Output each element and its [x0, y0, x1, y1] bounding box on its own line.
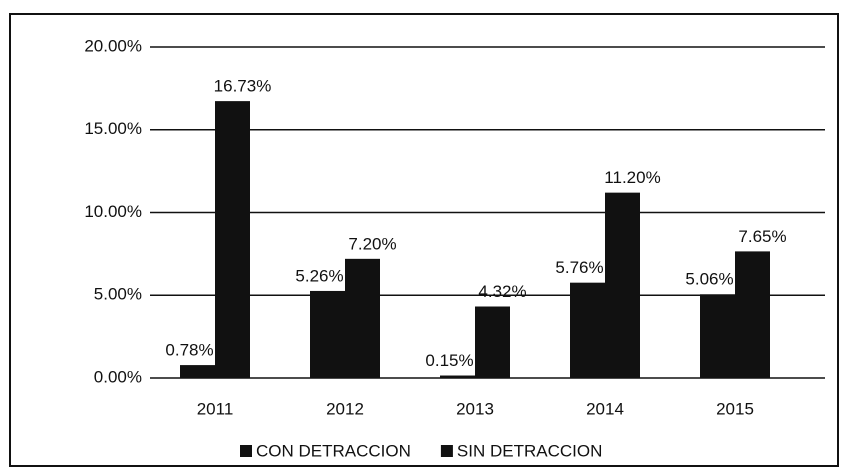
- legend-label: CON DETRACCION: [256, 441, 411, 460]
- value-label: 7.65%: [738, 227, 786, 246]
- bar: [700, 294, 735, 378]
- bar: [180, 365, 215, 378]
- value-label: 5.06%: [685, 270, 733, 289]
- y-tick-label: 0.00%: [94, 367, 142, 386]
- x-tick-label: 2012: [326, 399, 364, 418]
- bar: [605, 192, 640, 378]
- bar: [735, 251, 770, 378]
- value-label: 5.76%: [555, 258, 603, 277]
- y-tick-label: 20.00%: [84, 36, 142, 55]
- x-tick-label: 2014: [586, 399, 624, 418]
- bar: [440, 375, 475, 378]
- value-label: 0.78%: [165, 341, 213, 360]
- y-tick-label: 5.00%: [94, 285, 142, 304]
- bar: [215, 101, 250, 378]
- bar: [570, 282, 605, 378]
- value-label: 11.20%: [604, 168, 660, 187]
- legend-swatch: [240, 445, 252, 457]
- legend-label: SIN DETRACCION: [457, 441, 602, 460]
- value-label: 4.32%: [478, 282, 526, 301]
- value-label: 16.73%: [214, 77, 272, 96]
- value-label: 7.20%: [348, 234, 396, 253]
- value-label: 5.26%: [295, 266, 343, 285]
- x-tick-label: 2015: [716, 399, 754, 418]
- bar: [310, 290, 345, 378]
- value-label: 0.15%: [425, 351, 473, 370]
- x-tick-label: 2013: [456, 399, 494, 418]
- y-tick-label: 15.00%: [84, 119, 142, 138]
- bar: [475, 306, 510, 378]
- y-tick-label: 10.00%: [84, 202, 142, 221]
- bar: [345, 258, 380, 378]
- chart-frame: [9, 13, 839, 467]
- legend-swatch: [440, 445, 453, 457]
- x-tick-label: 2011: [197, 399, 234, 418]
